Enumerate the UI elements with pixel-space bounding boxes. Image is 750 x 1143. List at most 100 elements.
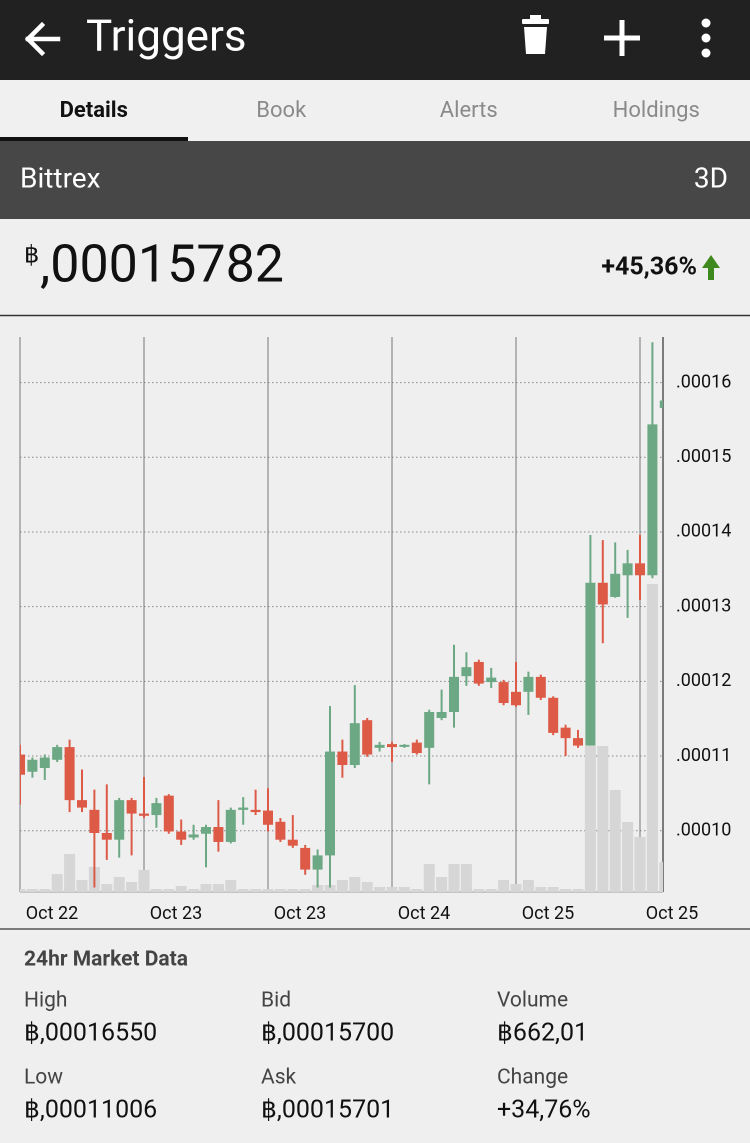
x-tick-label: Oct 22: [26, 903, 78, 924]
candle-body: [300, 847, 311, 870]
volume-bar: [51, 874, 63, 892]
candle-body: [77, 800, 87, 808]
volume-bar: [609, 790, 621, 892]
volume-bar: [20, 889, 26, 892]
volume-bar: [659, 862, 663, 892]
candle-body: [275, 821, 286, 840]
volume-bar: [572, 889, 584, 892]
y-tick-label: .00015: [676, 446, 731, 467]
price-change: +45,36%: [601, 253, 697, 282]
volume-bar: [113, 877, 125, 892]
candle-body: [548, 697, 559, 733]
candle-body: [27, 759, 38, 772]
volume-bar: [374, 887, 386, 892]
volume-bar: [361, 882, 373, 892]
market-label: Low: [24, 1066, 63, 1090]
tab[interactable]: Alerts: [440, 98, 498, 123]
candle-body: [647, 424, 658, 576]
volume-bar: [39, 889, 51, 892]
market-value: ฿662,01: [497, 1019, 588, 1048]
volume-bar: [436, 877, 448, 892]
y-tick-label: .00011: [676, 745, 731, 766]
plot: [20, 342, 663, 892]
volume-bar: [76, 880, 88, 892]
market-value: +34,76%: [497, 1096, 591, 1125]
candle-body: [449, 676, 459, 712]
candle-body: [597, 582, 608, 605]
candle-body: [411, 742, 422, 754]
back-button[interactable]: [24, 21, 61, 57]
volume-bar: [237, 889, 249, 892]
volume-bar: [510, 884, 522, 892]
volume-bar: [336, 880, 348, 892]
volume-bar: [212, 884, 224, 892]
candle-body: [374, 744, 385, 748]
more-button[interactable]: [701, 18, 711, 58]
up-arrow: [702, 255, 720, 280]
market-label: Volume: [497, 989, 568, 1013]
volume-bar: [485, 889, 497, 892]
market-data-title: 24hr Market Data: [24, 948, 188, 972]
volume-bar: [597, 746, 609, 892]
volume-bar: [622, 822, 634, 892]
candle-body: [362, 720, 373, 755]
candle-body: [424, 711, 435, 748]
candle-body: [126, 800, 137, 814]
volume-bar: [634, 837, 646, 892]
x-tick-label: Oct 23: [150, 903, 202, 924]
candle-body: [101, 832, 112, 840]
candle-body: [622, 563, 633, 576]
candle-body: [238, 807, 249, 810]
market-label: Bid: [261, 989, 291, 1013]
exchange-bar: [0, 141, 750, 219]
volume-bar: [274, 889, 286, 892]
volume-bar: [473, 889, 485, 892]
period[interactable]: 3D: [694, 161, 728, 194]
volume-bar: [26, 889, 38, 892]
currency-symbol: ฿: [24, 240, 39, 268]
app-title: Triggers: [86, 10, 247, 62]
candle-body: [535, 676, 546, 698]
volume-bar: [101, 884, 113, 892]
y-tick-label: .00014: [676, 521, 731, 542]
candle-body: [151, 803, 162, 816]
volume-bar: [386, 887, 398, 892]
tab[interactable]: Holdings: [613, 98, 700, 123]
market-value: ฿,00016550: [24, 1019, 157, 1048]
add-button[interactable]: [604, 20, 640, 56]
volume-bar: [188, 889, 200, 892]
tab[interactable]: Details: [60, 98, 128, 123]
candle-body: [436, 711, 447, 718]
candle-body: [325, 751, 335, 856]
price: ,00015782: [40, 234, 284, 295]
volume-bar: [200, 884, 212, 892]
candle-body: [163, 795, 174, 832]
candle-body: [337, 751, 348, 766]
tab-bar: [0, 80, 750, 141]
candle-body: [139, 813, 149, 816]
y-tick-label: .00010: [676, 819, 731, 840]
candle-body: [250, 809, 261, 813]
candle-body: [213, 827, 224, 842]
delete-button[interactable]: [522, 15, 549, 54]
volume-bar: [535, 887, 547, 892]
candle-body: [387, 744, 397, 748]
market-label: Change: [497, 1066, 568, 1090]
volume-bar: [522, 880, 534, 892]
candle-body: [349, 723, 360, 766]
volume-bar: [398, 887, 410, 892]
candle-body: [399, 744, 410, 747]
x-tick-label: Oct 23: [274, 903, 326, 924]
candle-body: [176, 831, 187, 840]
market-label: Ask: [261, 1066, 297, 1090]
market-value: ฿,00015700: [261, 1019, 394, 1048]
exchange-name: Bittrex: [20, 161, 101, 194]
volume-bar: [423, 864, 435, 892]
y-tick-label: .00016: [676, 371, 731, 392]
volume-bar: [175, 886, 187, 892]
market-value: ฿,00011006: [24, 1096, 157, 1125]
volume-bar: [411, 889, 423, 892]
tab[interactable]: Book: [256, 98, 307, 123]
volume-bar: [584, 746, 596, 892]
